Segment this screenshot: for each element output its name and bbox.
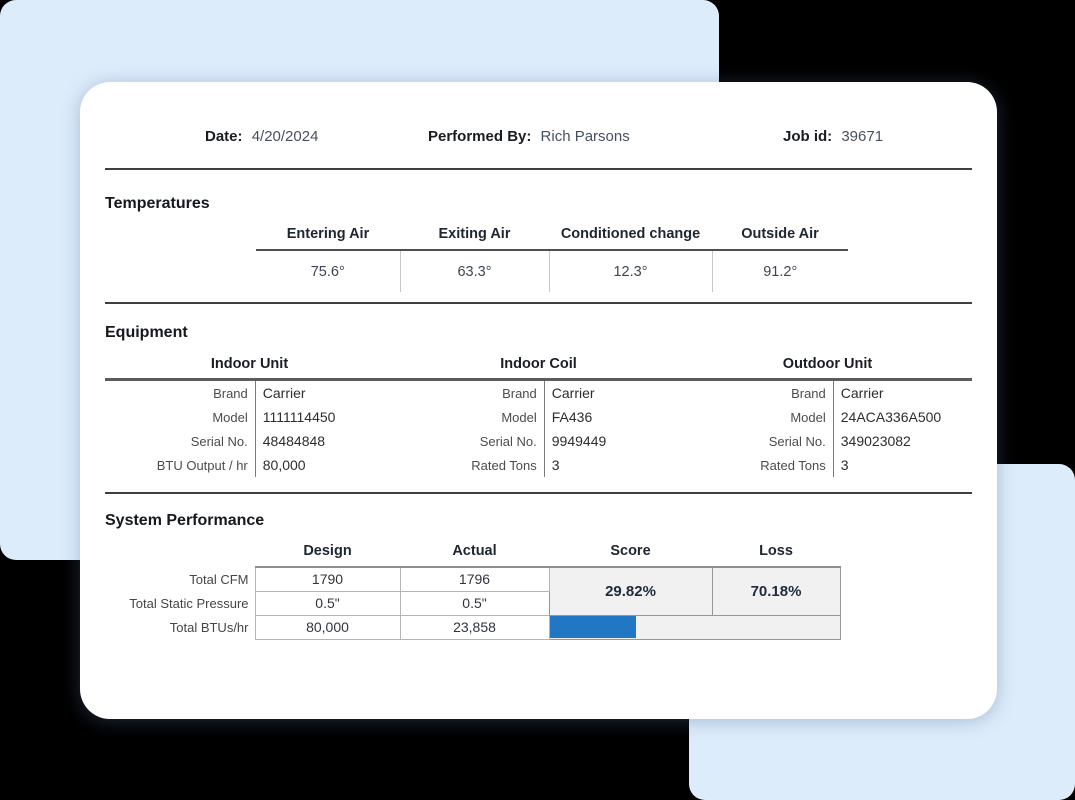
table-row: Model 1111114450 bbox=[105, 405, 394, 429]
field-value: 349023082 bbox=[832, 429, 972, 453]
field-label: Rated Tons bbox=[760, 457, 826, 473]
section-divider bbox=[105, 492, 972, 494]
field-value: 3 bbox=[832, 453, 972, 477]
field-label: Brand bbox=[213, 385, 248, 401]
performed-by-field: Performed By: Rich Parsons bbox=[428, 128, 630, 145]
total-btus-design: 80,000 bbox=[254, 614, 401, 640]
temp-col-outside-air: Outside Air bbox=[712, 226, 848, 251]
date-label: Date: bbox=[205, 128, 243, 145]
section-divider bbox=[105, 168, 972, 170]
temperatures-header-row: Entering Air Exiting Air Conditioned cha… bbox=[256, 226, 848, 251]
field-value: 80,000 bbox=[254, 453, 394, 477]
field-value: FA436 bbox=[543, 405, 683, 429]
temp-exiting-air-value: 63.3° bbox=[399, 250, 549, 292]
field-label: Serial No. bbox=[190, 433, 248, 449]
table-row: Serial No. 9949449 bbox=[394, 429, 683, 453]
field-value: Carrier bbox=[832, 381, 972, 405]
field-label: Serial No. bbox=[768, 433, 826, 449]
table-row: Model FA436 bbox=[394, 405, 683, 429]
equipment-section-title: Equipment bbox=[105, 324, 188, 341]
temp-col-conditioned-change: Conditioned change bbox=[549, 226, 712, 251]
equipment-column-indoor-unit: Brand Carrier Model 1111114450 Serial No… bbox=[105, 381, 394, 477]
performed-by-value: Rich Parsons bbox=[540, 128, 630, 145]
temp-conditioned-change-value: 12.3° bbox=[548, 250, 712, 292]
table-row: Total BTUs/hr 80,000 23,858 bbox=[125, 614, 841, 640]
total-static-pressure-design: 0.5" bbox=[254, 590, 401, 616]
total-static-pressure-actual: 0.5" bbox=[399, 590, 550, 616]
table-row: Model 24ACA336A500 bbox=[683, 405, 972, 429]
score-bar-cell bbox=[548, 614, 841, 640]
table-row: Brand Carrier bbox=[394, 381, 683, 405]
table-row: Serial No. 48484848 bbox=[105, 429, 394, 453]
performance-header-row: Design Actual Score Loss bbox=[125, 543, 840, 568]
section-divider bbox=[105, 302, 972, 304]
field-label: Brand bbox=[502, 385, 537, 401]
total-btus-actual: 23,858 bbox=[399, 614, 550, 640]
perf-col-design: Design bbox=[255, 543, 400, 568]
field-label: Rated Tons bbox=[471, 457, 537, 473]
field-label: Model bbox=[212, 409, 248, 425]
performance-section-title: System Performance bbox=[105, 512, 265, 529]
score-bar-fill bbox=[549, 616, 636, 638]
equipment-unit-name-indoor-coil: Indoor Coil bbox=[500, 356, 577, 372]
total-cfm-design: 1790 bbox=[254, 566, 401, 592]
field-value: Carrier bbox=[254, 381, 394, 405]
report-card: Date: 4/20/2024 Performed By: Rich Parso… bbox=[80, 82, 997, 719]
equipment-unit-name-indoor-unit: Indoor Unit bbox=[210, 356, 289, 372]
date-value: 4/20/2024 bbox=[251, 128, 319, 145]
equipment-column-outdoor-unit: Brand Carrier Model 24ACA336A500 Serial … bbox=[683, 381, 972, 477]
row-label-total-static-pressure: Total Static Pressure bbox=[129, 595, 249, 611]
row-label-total-cfm: Total CFM bbox=[189, 571, 249, 587]
table-row: Total CFM 1790 1796 29.82% 70.18% bbox=[125, 566, 841, 616]
table-row: Rated Tons 3 bbox=[394, 453, 683, 477]
table-row: Serial No. 349023082 bbox=[683, 429, 972, 453]
temp-col-exiting-air: Exiting Air bbox=[400, 226, 549, 251]
performed-by-label: Performed By: bbox=[428, 128, 532, 145]
table-row: BTU Output / hr 80,000 bbox=[105, 453, 394, 477]
total-cfm-actual: 1796 bbox=[399, 566, 550, 592]
field-value: Carrier bbox=[543, 381, 683, 405]
report-header: Date: 4/20/2024 Performed By: Rich Parso… bbox=[105, 128, 972, 148]
field-value: 1111114450 bbox=[254, 405, 394, 429]
temperatures-table: Entering Air Exiting Air Conditioned cha… bbox=[256, 226, 848, 292]
equipment-unit-name-outdoor-unit: Outdoor Unit bbox=[782, 356, 873, 372]
blank-header-cell bbox=[125, 543, 255, 567]
field-label: Model bbox=[790, 409, 826, 425]
loss-value: 70.18% bbox=[711, 566, 841, 616]
field-value: 9949449 bbox=[543, 429, 683, 453]
perf-col-actual: Actual bbox=[400, 543, 549, 568]
temp-outside-air-value: 91.2° bbox=[711, 250, 848, 292]
table-row: Rated Tons 3 bbox=[683, 453, 972, 477]
temperatures-section-title: Temperatures bbox=[105, 195, 210, 212]
equipment-body: Brand Carrier Model 1111114450 Serial No… bbox=[105, 381, 972, 477]
score-value: 29.82% bbox=[548, 566, 713, 616]
field-value: 3 bbox=[543, 453, 683, 477]
field-label: Brand bbox=[791, 385, 826, 401]
row-label-total-btus-hr: Total BTUs/hr bbox=[169, 619, 249, 635]
performance-table: Design Actual Score Loss Total CFM 1790 … bbox=[125, 543, 841, 640]
table-row: Total Static Pressure 0.5" 0.5" bbox=[125, 590, 840, 616]
date-field: Date: 4/20/2024 bbox=[205, 128, 318, 145]
job-id-value: 39671 bbox=[841, 128, 884, 145]
field-label: Serial No. bbox=[479, 433, 537, 449]
table-row: Brand Carrier bbox=[105, 381, 394, 405]
job-id-label: Job id: bbox=[783, 128, 833, 145]
job-id-field: Job id: 39671 bbox=[783, 128, 883, 145]
field-value: 48484848 bbox=[254, 429, 394, 453]
field-value: 24ACA336A500 bbox=[832, 405, 972, 429]
score-bar-track bbox=[549, 616, 840, 638]
perf-col-score: Score bbox=[549, 543, 712, 568]
temp-col-entering-air: Entering Air bbox=[256, 226, 400, 251]
table-row: Brand Carrier bbox=[683, 381, 972, 405]
equipment-header-row: Indoor Unit Indoor Coil Outdoor Unit bbox=[105, 356, 972, 381]
temperatures-value-row: 75.6° 63.3° 12.3° 91.2° bbox=[256, 250, 848, 292]
field-label: Model bbox=[501, 409, 537, 425]
equipment-column-indoor-coil: Brand Carrier Model FA436 Serial No. 994… bbox=[394, 381, 683, 477]
temp-entering-air-value: 75.6° bbox=[310, 263, 345, 280]
field-label: BTU Output / hr bbox=[156, 457, 248, 473]
perf-col-loss: Loss bbox=[712, 543, 840, 568]
